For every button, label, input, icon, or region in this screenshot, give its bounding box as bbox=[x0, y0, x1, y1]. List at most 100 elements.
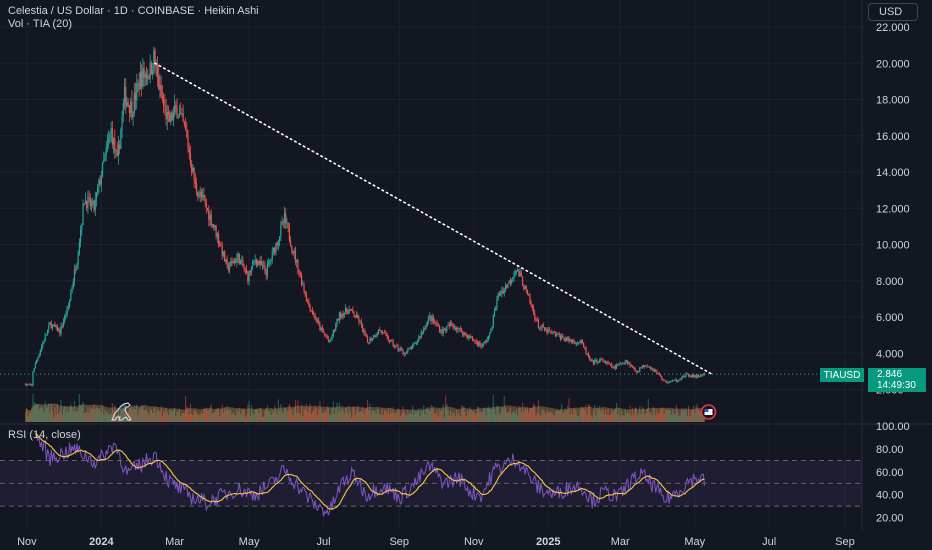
candle bbox=[534, 313, 536, 319]
volume-bar bbox=[216, 408, 218, 422]
candle bbox=[192, 168, 194, 172]
volume-bar bbox=[430, 404, 432, 422]
candle bbox=[95, 192, 98, 200]
rsi-ma-line bbox=[35, 433, 705, 511]
candle bbox=[618, 363, 620, 366]
candle bbox=[565, 338, 568, 341]
rsi-legend[interactable]: RSI (14, close) bbox=[8, 429, 81, 441]
volume-bar bbox=[202, 413, 204, 422]
dinosaur-icon[interactable] bbox=[111, 402, 132, 421]
volume-bar bbox=[386, 413, 388, 422]
chart-title: Celestia / US Dollar · 1D · COINBASE · H… bbox=[8, 5, 259, 17]
candle bbox=[287, 222, 289, 229]
volume-bar bbox=[575, 410, 577, 422]
volume-bar bbox=[143, 409, 145, 422]
volume-bar bbox=[442, 404, 444, 422]
candle bbox=[394, 345, 397, 347]
volume-bar bbox=[159, 411, 161, 422]
volume-bar bbox=[679, 414, 681, 422]
candle bbox=[692, 374, 695, 377]
candle bbox=[324, 332, 326, 335]
volume-bar bbox=[28, 411, 30, 422]
volume-bar bbox=[272, 412, 275, 422]
candle bbox=[568, 337, 570, 342]
volume-bar bbox=[393, 412, 395, 422]
candle bbox=[260, 260, 262, 265]
candle bbox=[591, 360, 593, 362]
candle bbox=[200, 192, 203, 198]
volume-bar bbox=[326, 407, 328, 422]
volume-bar bbox=[385, 410, 387, 422]
volume-bar bbox=[583, 408, 585, 422]
volume-bar bbox=[611, 408, 613, 422]
candle bbox=[87, 196, 89, 209]
volume-bar bbox=[410, 413, 413, 422]
volume-bar bbox=[481, 411, 483, 422]
volume-bar bbox=[175, 416, 177, 422]
candle bbox=[125, 86, 127, 107]
volume-bar bbox=[108, 414, 110, 422]
volume-bar bbox=[487, 405, 489, 422]
candle bbox=[227, 264, 229, 271]
volume-bar bbox=[87, 406, 89, 422]
candle bbox=[294, 251, 297, 263]
volume-bar bbox=[502, 408, 504, 422]
volume-bar bbox=[499, 412, 502, 422]
volume-bar bbox=[520, 411, 522, 422]
volume-bar bbox=[32, 394, 34, 422]
volume-bar bbox=[368, 410, 370, 422]
candle bbox=[122, 103, 124, 116]
volume-bar bbox=[647, 398, 649, 422]
volume-bar bbox=[308, 407, 310, 422]
candle bbox=[272, 247, 275, 251]
candle bbox=[173, 105, 176, 113]
candle bbox=[441, 329, 443, 334]
candle bbox=[700, 374, 702, 377]
candle bbox=[141, 71, 143, 87]
volume-bar bbox=[225, 410, 227, 422]
candle bbox=[652, 368, 654, 371]
volume-bar bbox=[305, 403, 308, 422]
candle bbox=[254, 259, 256, 261]
candle bbox=[362, 324, 364, 333]
volume-bar bbox=[394, 413, 397, 422]
volume-bar bbox=[589, 404, 591, 422]
candle bbox=[640, 367, 642, 369]
volume-bar bbox=[379, 413, 381, 422]
candle bbox=[193, 168, 195, 181]
volume-bar bbox=[551, 412, 553, 422]
candle bbox=[112, 138, 115, 145]
candle bbox=[482, 342, 485, 345]
volume-bar bbox=[426, 407, 428, 422]
candle bbox=[319, 323, 321, 330]
rsi-tick-label: 100.00 bbox=[876, 421, 910, 433]
candle bbox=[315, 319, 317, 322]
flag-icon[interactable] bbox=[700, 404, 717, 420]
candle bbox=[53, 324, 55, 326]
candle bbox=[458, 328, 460, 330]
volume-bar bbox=[45, 408, 47, 422]
volume-bar bbox=[224, 407, 226, 422]
candle bbox=[392, 340, 394, 346]
candle bbox=[65, 314, 67, 316]
volume-bar bbox=[319, 401, 321, 422]
volume-bar bbox=[534, 405, 536, 422]
volume-bar bbox=[365, 408, 367, 422]
volume-bar bbox=[198, 415, 200, 422]
candle bbox=[206, 207, 209, 210]
volume-bar bbox=[448, 415, 450, 422]
candle bbox=[508, 280, 510, 285]
volume-bar bbox=[206, 410, 209, 422]
candle bbox=[694, 375, 696, 377]
volume-bar bbox=[42, 408, 44, 422]
volume-bar bbox=[436, 410, 438, 422]
volume-bar bbox=[399, 416, 402, 422]
volume-bar bbox=[352, 406, 354, 422]
volume-bar bbox=[228, 409, 231, 422]
volume-legend[interactable]: Vol · TIA (20) bbox=[8, 18, 72, 30]
candle bbox=[662, 378, 664, 380]
volume-bar bbox=[594, 405, 596, 422]
currency-button[interactable]: USD bbox=[868, 3, 918, 21]
candle bbox=[127, 102, 129, 106]
